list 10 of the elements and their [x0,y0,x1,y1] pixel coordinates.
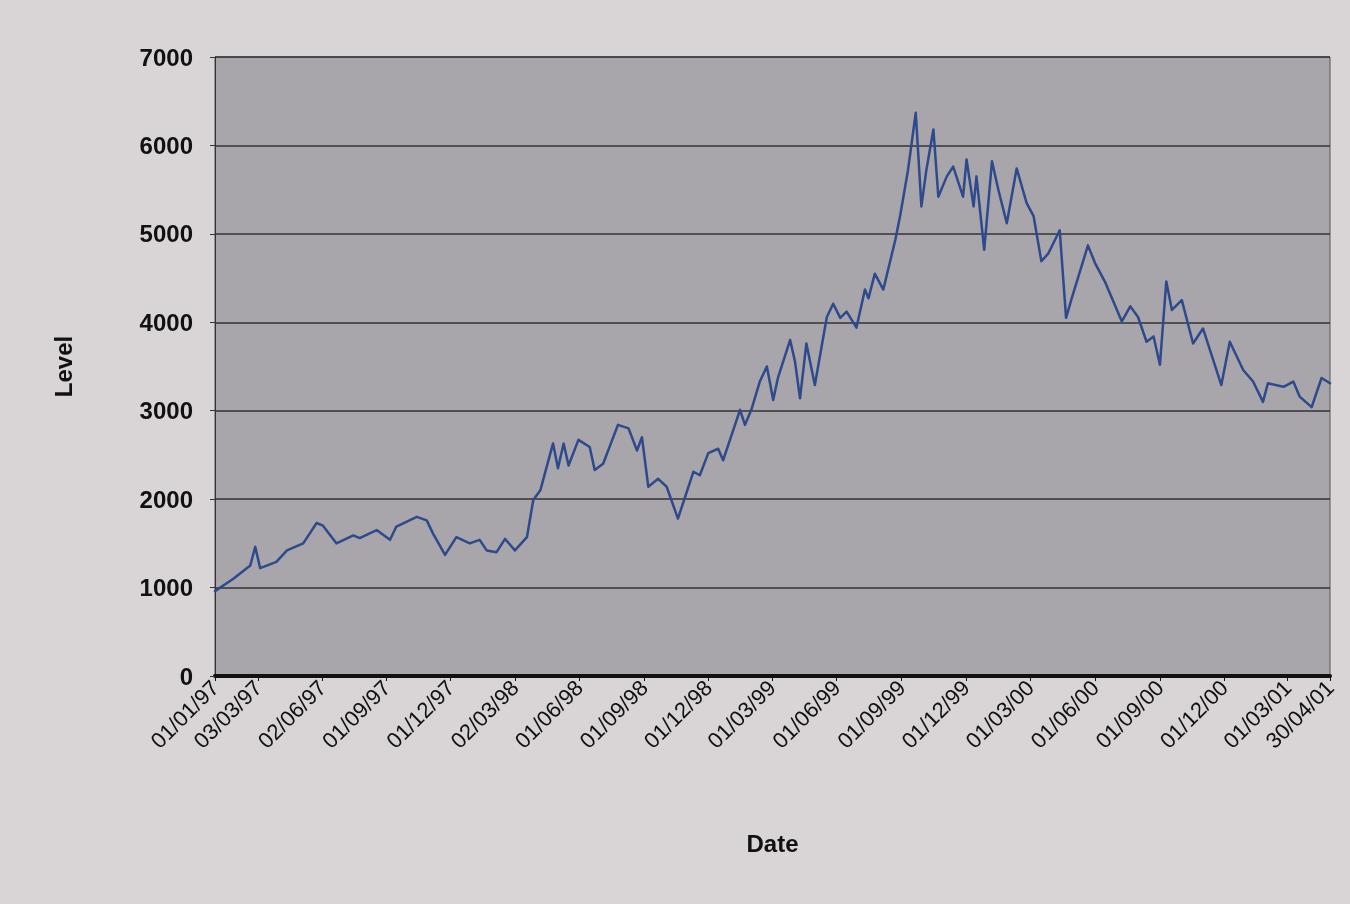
y-tick-label: 6000 [139,131,193,159]
x-axis-title: Date [746,829,799,857]
line-series [213,111,1332,593]
y-tick-label: 4000 [139,308,193,336]
y-axis-title: Level [49,335,77,398]
y-tick-label: 1000 [139,574,193,602]
y-tick-label: 7000 [139,43,193,71]
y-tick-label: 3000 [139,397,193,425]
y-tick-label: 5000 [139,220,193,248]
y-tick-label: 2000 [139,485,193,513]
